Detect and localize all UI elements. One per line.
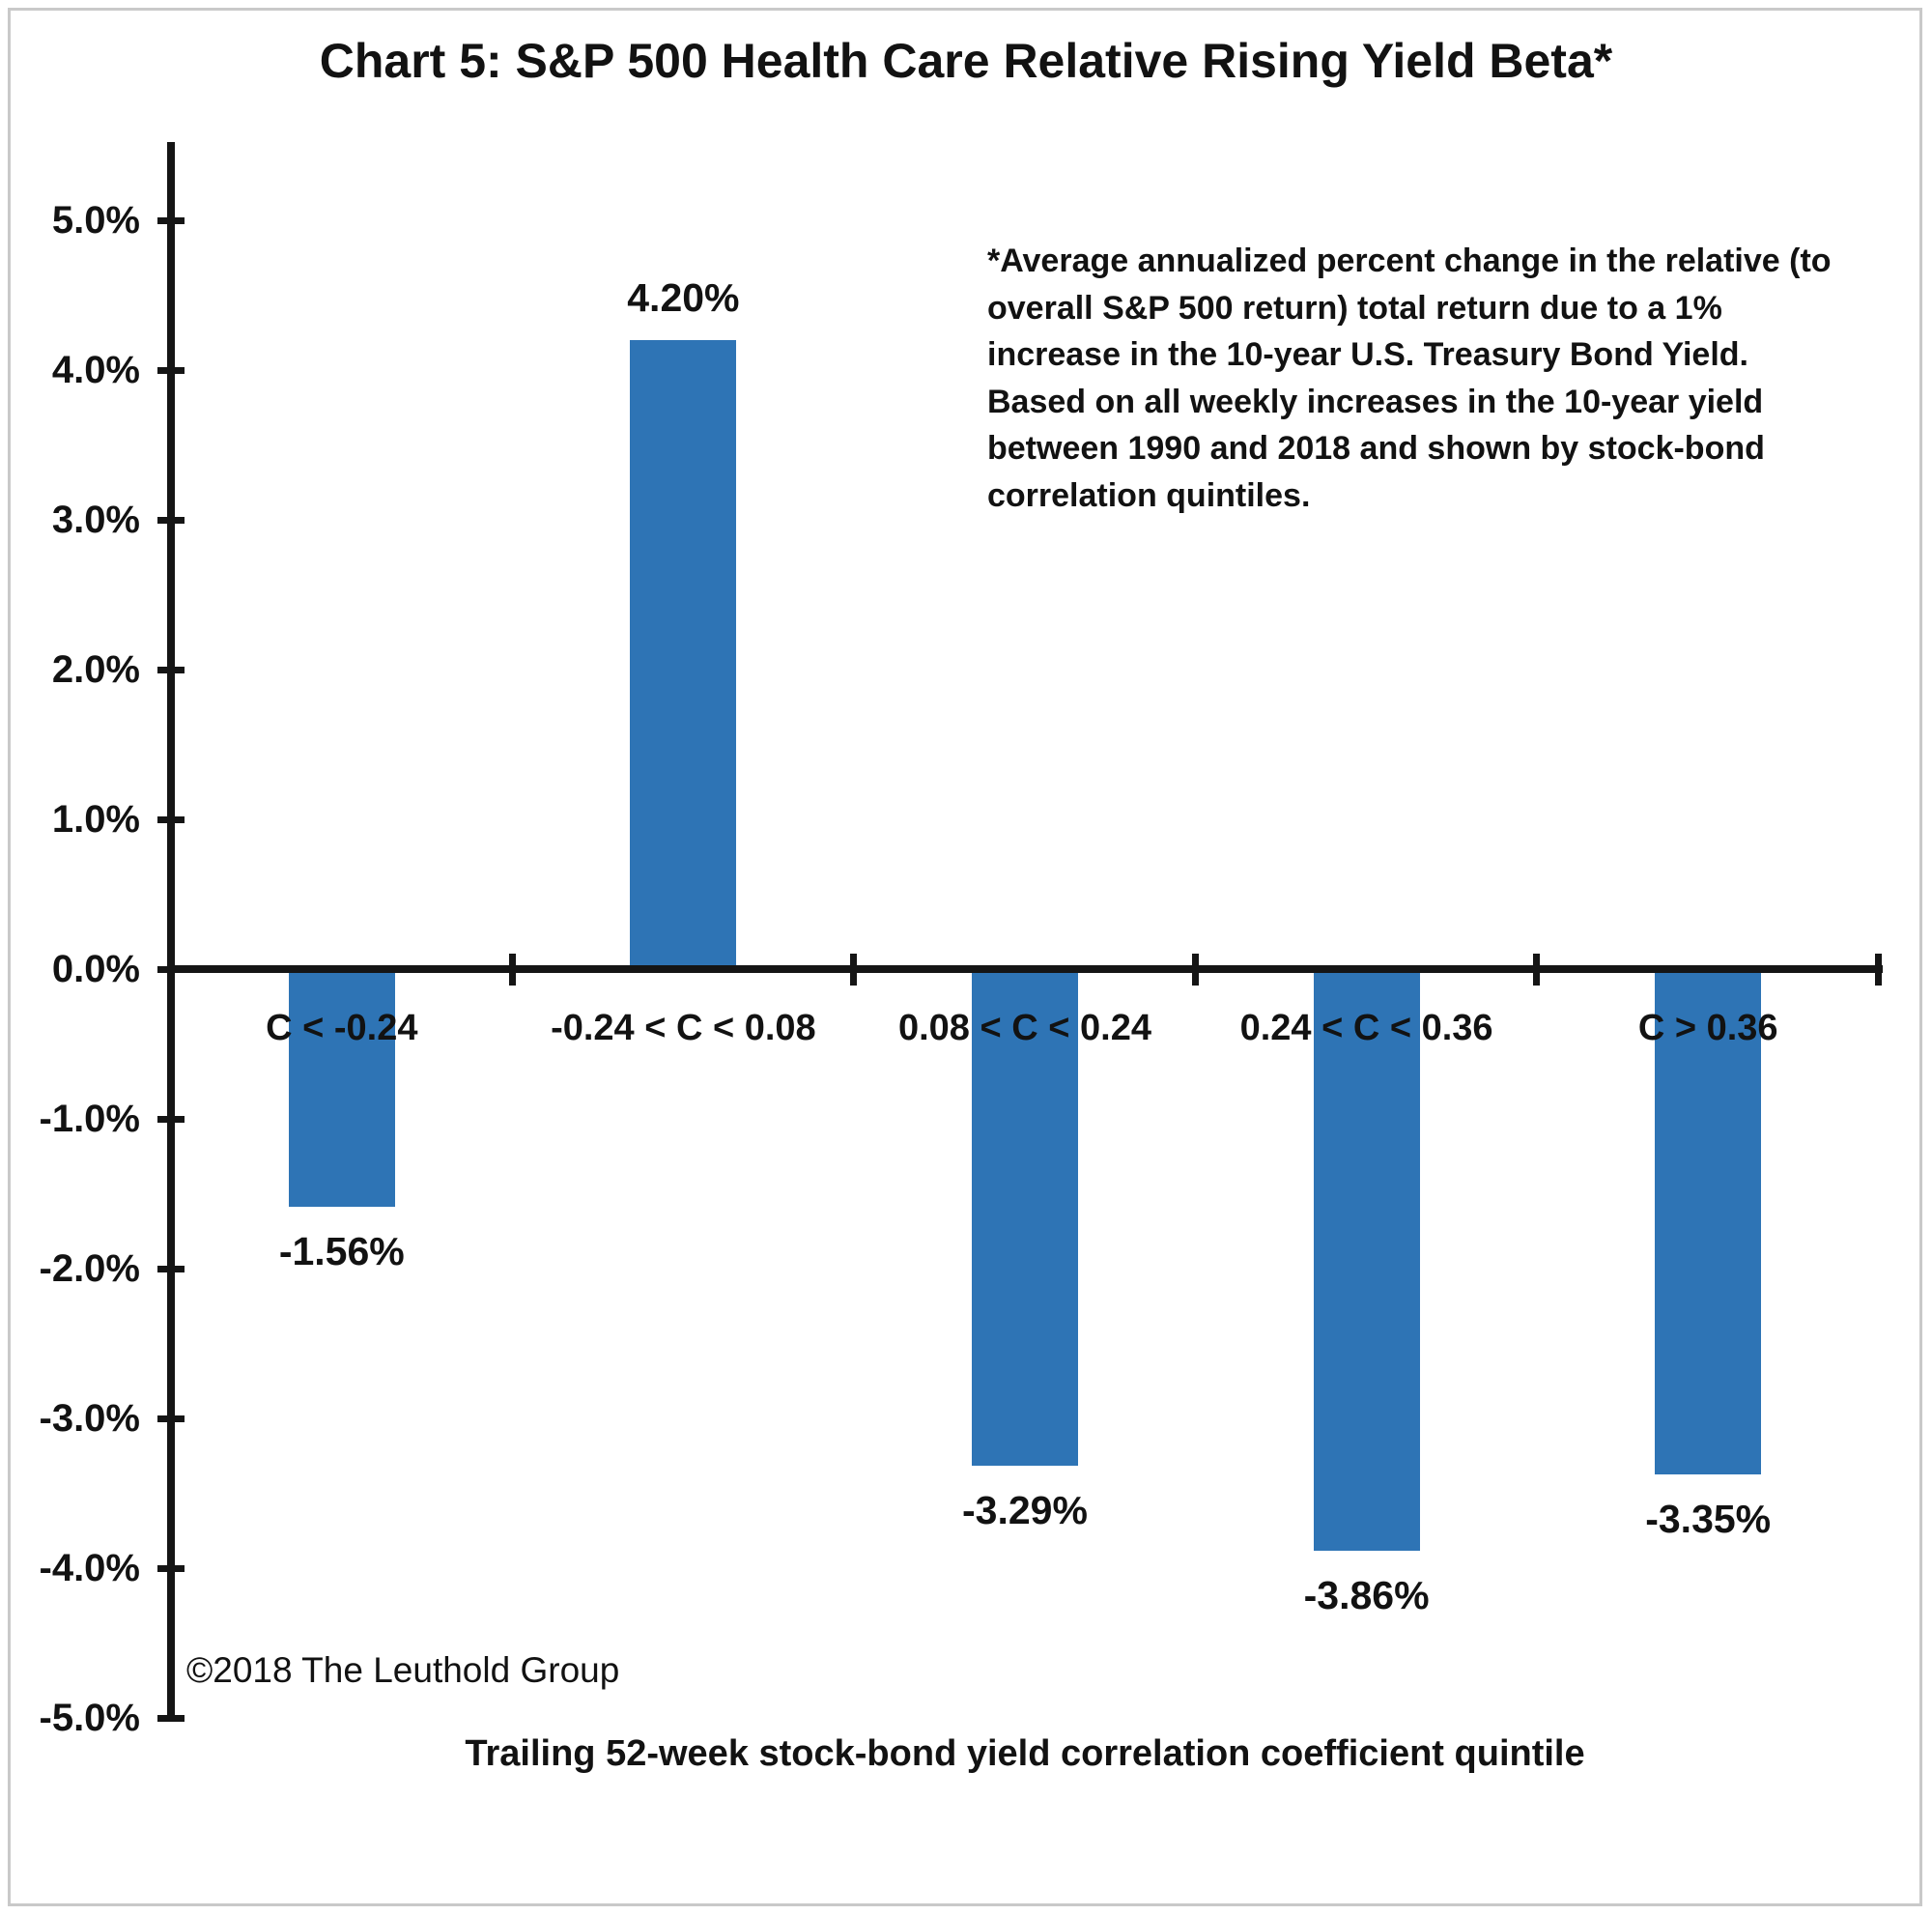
x-axis-title: Trailing 52-week stock-bond yield correl… xyxy=(465,1733,1585,1774)
category-label: C < -0.24 xyxy=(266,1008,418,1048)
bar xyxy=(1313,973,1420,1552)
category-label: 0.24 < C < 0.36 xyxy=(1239,1008,1493,1048)
x-tick xyxy=(508,954,516,986)
y-tick-label: 4.0% xyxy=(51,349,140,391)
y-tick xyxy=(157,1715,185,1722)
y-tick xyxy=(157,667,185,673)
y-tick xyxy=(157,966,185,973)
y-tick xyxy=(157,816,185,823)
chart-title: Chart 5: S&P 500 Health Care Relative Ri… xyxy=(319,34,1613,88)
y-tick xyxy=(157,1565,185,1572)
category-label: 0.08 < C < 0.24 xyxy=(897,1008,1151,1048)
y-tick-label: -1.0% xyxy=(39,1098,141,1140)
y-axis-line xyxy=(167,142,175,1721)
y-tick xyxy=(157,517,185,524)
y-tick-label: 2.0% xyxy=(51,648,140,691)
bar xyxy=(630,340,737,969)
y-tick-label: 3.0% xyxy=(51,499,140,541)
bar xyxy=(1655,973,1762,1475)
value-label: -3.35% xyxy=(1645,1497,1772,1542)
value-label: 4.20% xyxy=(627,275,740,320)
x-tick xyxy=(1191,954,1199,986)
bar xyxy=(288,973,395,1207)
x-tick xyxy=(850,954,858,986)
category-label: C > 0.36 xyxy=(1637,1008,1778,1048)
y-tick xyxy=(157,367,185,374)
footnote-annotation: *Average annualized percent change in th… xyxy=(987,243,1832,514)
y-tick-label: -2.0% xyxy=(39,1247,141,1290)
value-label: -3.86% xyxy=(1303,1573,1430,1618)
y-tick-label: -3.0% xyxy=(39,1397,141,1440)
y-tick xyxy=(157,1116,185,1123)
y-tick-label: 0.0% xyxy=(51,948,140,990)
y-tick-label: -5.0% xyxy=(39,1697,141,1739)
y-tick-label: 1.0% xyxy=(51,798,140,841)
x-tick xyxy=(1533,954,1541,986)
y-tick xyxy=(157,217,185,224)
value-label: -1.56% xyxy=(278,1228,405,1273)
value-label: -3.29% xyxy=(962,1487,1088,1532)
y-tick xyxy=(157,1415,185,1422)
x-axis-line xyxy=(167,965,1883,973)
y-tick-label: -4.0% xyxy=(39,1547,141,1589)
copyright-text: ©2018 The Leuthold Group xyxy=(186,1650,620,1690)
y-tick-label: 5.0% xyxy=(51,199,140,242)
bar xyxy=(972,973,1078,1466)
x-tick xyxy=(1875,954,1882,986)
category-label: -0.24 < C < 0.08 xyxy=(551,1008,816,1048)
y-tick xyxy=(157,1266,185,1272)
